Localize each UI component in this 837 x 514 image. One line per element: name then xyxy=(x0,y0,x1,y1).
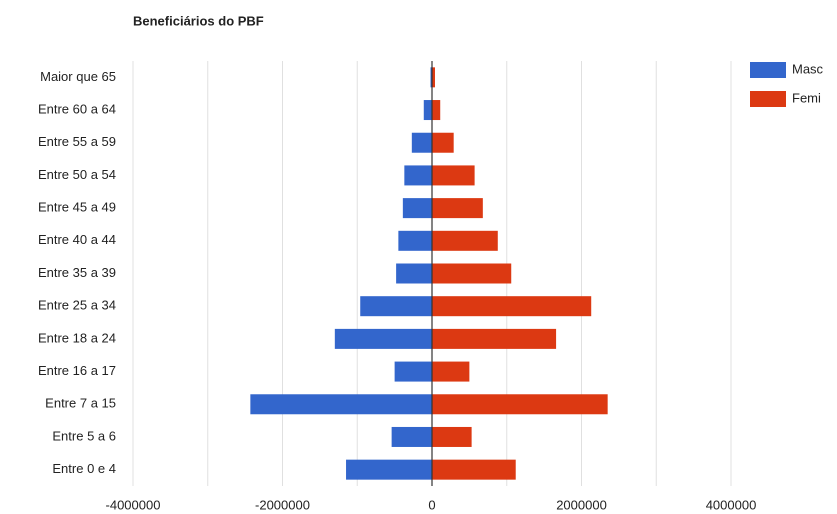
bar xyxy=(423,100,432,121)
bar xyxy=(432,165,475,186)
bar xyxy=(432,459,516,480)
y-tick-label: Maior que 65 xyxy=(40,69,116,84)
y-tick-label: Entre 50 a 54 xyxy=(38,167,116,182)
bar xyxy=(402,198,432,219)
bar xyxy=(394,361,432,382)
x-tick-label: 4000000 xyxy=(706,497,757,512)
y-tick-label: Entre 55 a 59 xyxy=(38,134,116,149)
x-tick-label: -4000000 xyxy=(106,497,161,512)
bar xyxy=(432,100,441,121)
bar xyxy=(334,328,432,349)
bar xyxy=(432,132,454,153)
chart-title: Beneficiários do PBF xyxy=(133,13,264,28)
x-tick-label: -2000000 xyxy=(255,497,310,512)
bar xyxy=(360,296,432,317)
bar xyxy=(432,263,512,284)
x-tick-label: 2000000 xyxy=(556,497,607,512)
y-tick-label: Entre 40 a 44 xyxy=(38,232,116,247)
legend-label: Masc xyxy=(792,61,824,76)
bar xyxy=(432,361,470,382)
y-tick-label: Entre 45 a 49 xyxy=(38,200,116,215)
bar xyxy=(396,263,432,284)
bar xyxy=(432,296,592,317)
y-tick-label: Entre 7 a 15 xyxy=(45,396,116,411)
x-tick-label: 0 xyxy=(428,497,435,512)
bar xyxy=(411,132,432,153)
bar xyxy=(430,67,432,88)
y-tick-label: Entre 25 a 34 xyxy=(38,298,116,313)
y-tick-label: Entre 16 a 17 xyxy=(38,363,116,378)
legend-swatch xyxy=(750,91,786,107)
bar xyxy=(346,459,432,480)
y-tick-label: Entre 35 a 39 xyxy=(38,265,116,280)
bar xyxy=(404,165,432,186)
bar xyxy=(398,230,432,251)
bar xyxy=(432,426,472,447)
bar xyxy=(250,394,432,415)
bar xyxy=(432,394,608,415)
legend-swatch xyxy=(750,62,786,78)
bar xyxy=(391,426,432,447)
legend-label: Femi xyxy=(792,90,821,105)
y-tick-label: Entre 18 a 24 xyxy=(38,330,116,345)
y-tick-label: Entre 60 a 64 xyxy=(38,101,116,116)
bar xyxy=(432,67,435,88)
bar xyxy=(432,328,557,349)
bar xyxy=(432,230,498,251)
y-tick-label: Entre 5 a 6 xyxy=(52,428,116,443)
y-tick-label: Entre 0 e 4 xyxy=(52,461,116,476)
bar xyxy=(432,198,483,219)
